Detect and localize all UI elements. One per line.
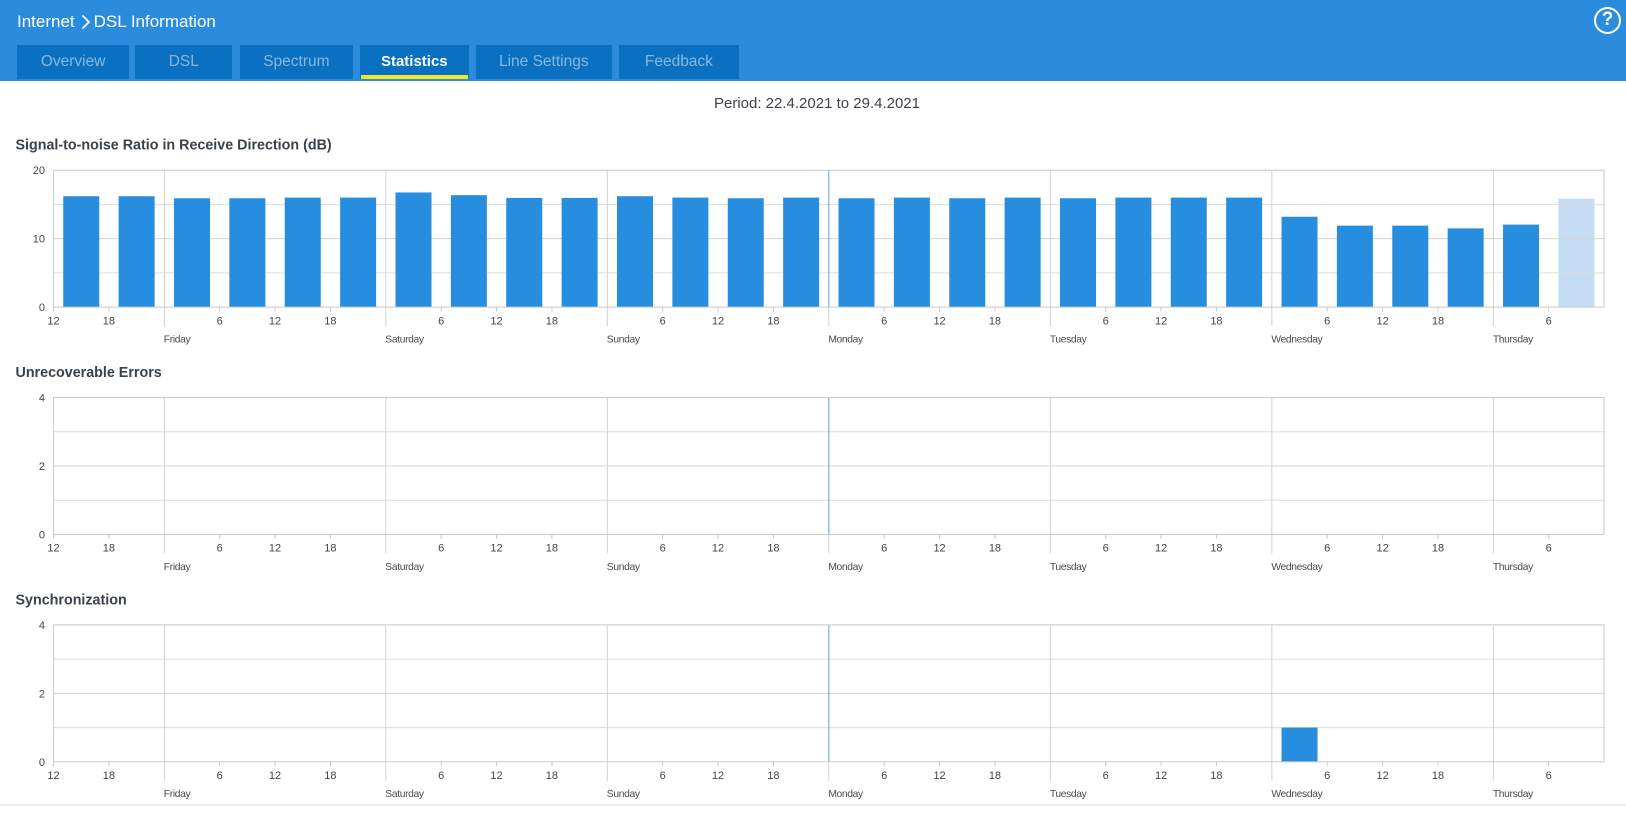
svg-text:Tuesday: Tuesday: [1050, 335, 1088, 346]
svg-text:Friday: Friday: [164, 562, 192, 573]
svg-text:6: 6: [1103, 543, 1109, 555]
svg-text:12: 12: [1155, 770, 1167, 782]
svg-text:10: 10: [33, 234, 45, 246]
svg-text:4: 4: [39, 393, 45, 405]
svg-text:12: 12: [490, 315, 502, 327]
svg-text:Thursday: Thursday: [1493, 789, 1534, 800]
svg-text:Tuesday: Tuesday: [1050, 562, 1088, 573]
svg-text:6: 6: [438, 543, 444, 555]
svg-text:6: 6: [1324, 770, 1330, 782]
svg-text:6: 6: [438, 315, 444, 327]
svg-text:6: 6: [660, 543, 666, 555]
svg-text:12: 12: [47, 315, 59, 327]
svg-text:12: 12: [712, 315, 724, 327]
svg-text:12: 12: [712, 543, 724, 555]
svg-text:18: 18: [324, 770, 336, 782]
svg-text:Sunday: Sunday: [607, 335, 641, 346]
svg-text:6: 6: [217, 543, 223, 555]
svg-text:6: 6: [881, 315, 887, 327]
svg-text:6: 6: [1546, 770, 1552, 782]
svg-text:18: 18: [103, 315, 115, 327]
svg-text:6: 6: [217, 315, 223, 327]
svg-text:Synchronization: Synchronization: [16, 592, 127, 608]
svg-text:0: 0: [39, 757, 45, 769]
svg-text:Thursday: Thursday: [1493, 562, 1534, 573]
svg-text:18: 18: [1432, 770, 1444, 782]
svg-text:12: 12: [47, 543, 59, 555]
svg-text:18: 18: [767, 315, 779, 327]
svg-text:18: 18: [989, 543, 1001, 555]
svg-text:Unrecoverable Errors: Unrecoverable Errors: [16, 365, 162, 381]
svg-text:6: 6: [1324, 543, 1330, 555]
svg-text:6: 6: [438, 770, 444, 782]
svg-text:6: 6: [660, 315, 666, 327]
svg-text:4: 4: [39, 620, 45, 632]
svg-text:18: 18: [546, 770, 558, 782]
svg-text:6: 6: [1546, 543, 1552, 555]
svg-text:12: 12: [1155, 543, 1167, 555]
svg-text:18: 18: [989, 770, 1001, 782]
svg-text:12: 12: [1155, 315, 1167, 327]
svg-text:Sunday: Sunday: [607, 562, 641, 573]
svg-text:12: 12: [1376, 543, 1388, 555]
svg-text:18: 18: [1432, 315, 1444, 327]
svg-text:12: 12: [269, 770, 281, 782]
svg-text:18: 18: [546, 543, 558, 555]
svg-text:18: 18: [546, 315, 558, 327]
svg-text:Thursday: Thursday: [1493, 335, 1534, 346]
svg-text:Wednesday: Wednesday: [1271, 789, 1323, 800]
svg-text:18: 18: [1210, 543, 1222, 555]
svg-text:6: 6: [881, 543, 887, 555]
svg-text:6: 6: [217, 770, 223, 782]
svg-text:12: 12: [269, 315, 281, 327]
svg-text:Monday: Monday: [828, 562, 864, 573]
svg-text:2: 2: [39, 461, 45, 473]
svg-text:12: 12: [933, 315, 945, 327]
svg-text:Tuesday: Tuesday: [1050, 789, 1088, 800]
svg-text:6: 6: [1103, 315, 1109, 327]
svg-text:6: 6: [1546, 315, 1552, 327]
svg-text:12: 12: [47, 770, 59, 782]
svg-text:2: 2: [39, 688, 45, 700]
svg-text:12: 12: [490, 770, 502, 782]
svg-text:6: 6: [1103, 770, 1109, 782]
svg-text:6: 6: [660, 770, 666, 782]
svg-text:0: 0: [39, 302, 45, 314]
svg-text:0: 0: [39, 529, 45, 541]
svg-text:Friday: Friday: [164, 335, 192, 346]
svg-text:18: 18: [324, 315, 336, 327]
svg-text:18: 18: [767, 543, 779, 555]
svg-text:18: 18: [989, 315, 1001, 327]
svg-text:Sunday: Sunday: [607, 789, 641, 800]
svg-text:12: 12: [1376, 770, 1388, 782]
svg-text:12: 12: [1376, 315, 1388, 327]
svg-text:18: 18: [324, 543, 336, 555]
svg-text:18: 18: [767, 770, 779, 782]
svg-text:12: 12: [712, 770, 724, 782]
svg-text:18: 18: [1432, 543, 1444, 555]
svg-text:12: 12: [269, 543, 281, 555]
svg-text:Monday: Monday: [828, 335, 864, 346]
svg-text:18: 18: [1210, 770, 1222, 782]
svg-text:12: 12: [490, 543, 502, 555]
svg-text:Wednesday: Wednesday: [1271, 335, 1323, 346]
svg-text:Wednesday: Wednesday: [1271, 562, 1323, 573]
svg-text:Signal-to-noise Ratio in Recei: Signal-to-noise Ratio in Receive Directi…: [16, 138, 332, 154]
svg-text:6: 6: [1324, 315, 1330, 327]
svg-text:12: 12: [933, 770, 945, 782]
svg-text:18: 18: [103, 543, 115, 555]
svg-text:Saturday: Saturday: [385, 335, 425, 346]
svg-text:6: 6: [881, 770, 887, 782]
svg-text:Saturday: Saturday: [385, 789, 425, 800]
svg-text:Monday: Monday: [828, 789, 864, 800]
svg-text:20: 20: [33, 165, 45, 177]
svg-text:18: 18: [103, 770, 115, 782]
svg-text:Saturday: Saturday: [385, 562, 425, 573]
svg-text:12: 12: [933, 543, 945, 555]
svg-text:18: 18: [1210, 315, 1222, 327]
svg-text:Friday: Friday: [164, 789, 192, 800]
